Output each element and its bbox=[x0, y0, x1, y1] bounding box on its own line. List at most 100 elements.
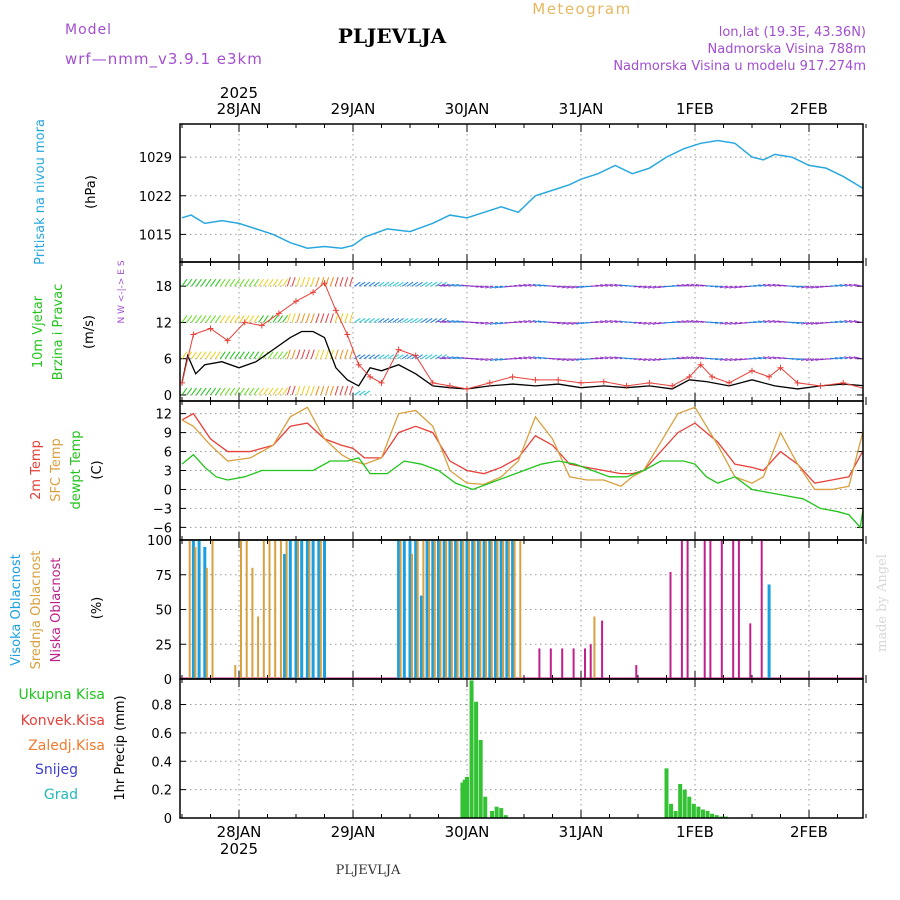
cloud-mid-bar bbox=[234, 665, 237, 679]
wind-ytick-label: 6 bbox=[164, 353, 172, 368]
wind-barb bbox=[315, 385, 320, 396]
wind-barb bbox=[382, 318, 390, 323]
wind-gust-marker bbox=[726, 379, 733, 386]
wind-barb bbox=[753, 357, 762, 360]
wind-barb bbox=[528, 356, 537, 360]
wind-barb bbox=[344, 277, 349, 287]
wind-barb bbox=[258, 351, 265, 359]
wind-barb bbox=[373, 354, 380, 360]
wind-ytick-label: 18 bbox=[155, 280, 172, 295]
cloud-title-mid: Srednja Oblacnost bbox=[29, 551, 44, 670]
wind-gust-marker bbox=[600, 378, 607, 385]
wind-barb bbox=[181, 351, 188, 359]
wind-barb bbox=[354, 390, 361, 396]
cloud-ytick-label: 50 bbox=[155, 604, 172, 619]
temp-plot-area bbox=[181, 406, 863, 529]
cloud-mid-bar bbox=[274, 540, 277, 679]
top-day-label: 31JAN bbox=[559, 100, 604, 118]
wind-barb bbox=[349, 349, 354, 359]
top-date-axis: 28JAN 29JAN 30JAN 31JAN 1FEB 2FEB bbox=[217, 100, 828, 118]
wind-barb bbox=[600, 320, 609, 323]
panels: 101510221029061218129630−3−6025507510000… bbox=[139, 123, 867, 827]
wind-barb bbox=[609, 319, 618, 323]
wind-barb bbox=[392, 354, 399, 360]
wind-barb bbox=[291, 385, 296, 396]
wind-ytick-label: 0 bbox=[164, 389, 172, 404]
wind-barb bbox=[358, 354, 366, 360]
wind-barb bbox=[425, 354, 433, 360]
wind-barb bbox=[480, 285, 489, 289]
wind-barb bbox=[676, 284, 685, 287]
precip-ytick-label: 0.4 bbox=[151, 755, 172, 770]
cloud-mid-bar bbox=[428, 540, 431, 679]
wind-barb bbox=[277, 315, 284, 323]
cloud-high-bar bbox=[448, 540, 452, 679]
wind-barb bbox=[310, 349, 315, 359]
wind-barb bbox=[758, 356, 767, 360]
wind-barb bbox=[181, 387, 188, 396]
wind-barb bbox=[195, 351, 202, 359]
cloud-mid-bar bbox=[257, 616, 260, 679]
wind-barb bbox=[853, 283, 863, 287]
wind-gust-marker bbox=[766, 373, 773, 380]
wind-barb bbox=[758, 320, 767, 323]
wind-barb bbox=[301, 277, 306, 287]
wind-barb bbox=[805, 358, 815, 362]
wind-barb bbox=[671, 321, 680, 323]
wind-barb bbox=[834, 320, 843, 323]
wind-barb bbox=[282, 278, 288, 287]
wind-frame bbox=[179, 261, 864, 402]
wind-barb bbox=[566, 321, 575, 325]
temp-title-2m: 2m Temp bbox=[29, 440, 44, 500]
wind-barb bbox=[210, 387, 217, 396]
wind-barb bbox=[600, 284, 609, 287]
wind-title-line2: Brzina i Pravac bbox=[51, 284, 66, 381]
wind-barb bbox=[325, 385, 330, 396]
legend-freezing-rain: Zaledj.Kisa bbox=[28, 738, 105, 754]
wind-barb bbox=[416, 318, 423, 323]
legend-snow: Snijeg bbox=[35, 762, 78, 778]
wind-barb bbox=[523, 356, 532, 360]
wind-barb bbox=[532, 283, 542, 287]
wind-barb bbox=[368, 281, 376, 287]
wind-barb bbox=[401, 354, 409, 360]
wind-barb bbox=[839, 320, 848, 323]
cloud-high-bar bbox=[431, 540, 435, 679]
wind-barb bbox=[576, 285, 585, 289]
wind-barb bbox=[406, 354, 414, 360]
temp-sfc-line bbox=[181, 406, 863, 491]
wind-barb bbox=[262, 387, 269, 396]
precip-plot-area bbox=[460, 680, 728, 818]
wind-panel: 0 6 12 18 bbox=[155, 261, 867, 404]
cloud-high-bar bbox=[505, 540, 509, 679]
wind-barb bbox=[195, 387, 202, 396]
wind-barb bbox=[215, 315, 221, 323]
wind-barb bbox=[373, 318, 380, 323]
precip-bar bbox=[710, 813, 715, 818]
wind-barb bbox=[320, 313, 325, 323]
wind-barb bbox=[272, 387, 279, 396]
wind-barb bbox=[729, 358, 738, 362]
wind-barb bbox=[446, 283, 456, 287]
wind-barb bbox=[373, 281, 380, 287]
wind-barb bbox=[258, 387, 265, 396]
legend-total-rain: Ukupna Kisa bbox=[18, 687, 105, 703]
wind-barb bbox=[513, 357, 522, 360]
wind-barb bbox=[437, 357, 446, 360]
temp-panel: 12 9 6 3 0 −3 −6 bbox=[153, 400, 867, 541]
temp-side-label: 2m Temp SFC Temp dewpt Temp (C) bbox=[29, 430, 105, 509]
wind-barb bbox=[248, 278, 255, 287]
cloud-high-bar bbox=[311, 540, 315, 679]
wind-barb bbox=[239, 387, 245, 396]
wind-barb bbox=[363, 318, 371, 323]
wind-gust-marker bbox=[412, 352, 419, 359]
cloud-mid-bar bbox=[240, 540, 242, 679]
wind-barb bbox=[446, 356, 456, 360]
wind-barb bbox=[401, 281, 409, 287]
cloud-mid-bar bbox=[496, 540, 499, 679]
wind-barb bbox=[344, 385, 349, 396]
cloud-ytick-label: 100 bbox=[147, 534, 172, 549]
wind-barb bbox=[425, 318, 433, 323]
wind-barb bbox=[406, 281, 414, 287]
